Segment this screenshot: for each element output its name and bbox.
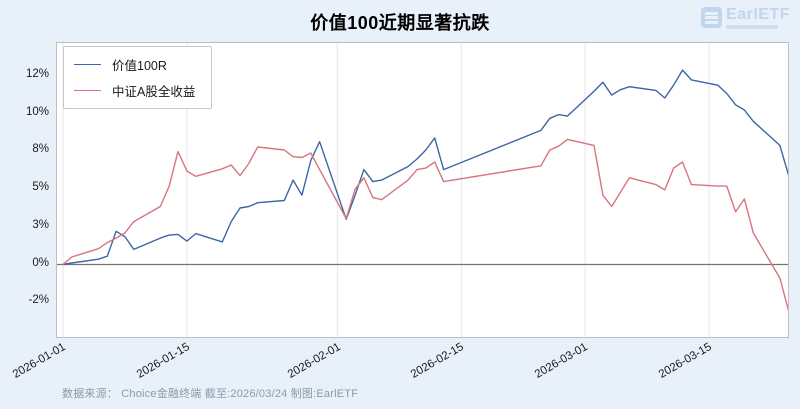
legend-item-value100r: 价值100R bbox=[74, 55, 195, 74]
y-axis-tick-label: 0% bbox=[32, 256, 49, 269]
x-axis-tick-label: 2026-02-15 bbox=[409, 341, 467, 381]
footer-source-note: 数据来源： Choice金融终端 截至:2026/03/24 制图:EarlET… bbox=[62, 388, 359, 400]
y-axis-tick-label: 5% bbox=[32, 181, 49, 194]
brand-logo: EarlETF bbox=[701, 7, 790, 29]
y-axis-tick-label: -2% bbox=[28, 294, 49, 307]
y-axis-tick-label: 12% bbox=[25, 68, 49, 81]
x-axis-tick-label: 2026-01-01 bbox=[11, 341, 68, 381]
brand-tagline bbox=[726, 25, 779, 29]
legend-item-csi-a: 中证A股全收益 bbox=[74, 81, 195, 100]
y-axis-tick-label: 8% bbox=[32, 143, 49, 156]
x-axis-tick-label: 2026-02-01 bbox=[285, 341, 343, 381]
brand-wordmark: EarlETF bbox=[726, 6, 790, 23]
page-title: 价值100近期显著抗跌 bbox=[310, 13, 490, 33]
earletf-icon bbox=[701, 7, 723, 28]
series-line-csi-a bbox=[62, 138, 788, 312]
x-axis-tick-label: 2026-01-15 bbox=[134, 341, 192, 381]
legend-label: 价值100R bbox=[112, 59, 167, 73]
x-axis-tick-label: 2026-03-01 bbox=[533, 341, 591, 381]
series-line-value100r bbox=[62, 69, 788, 266]
y-axis-tick-label: 3% bbox=[32, 218, 49, 231]
x-axis-tick-label: 2026-03-15 bbox=[657, 341, 715, 381]
legend-line-swatch bbox=[74, 64, 101, 65]
legend: 价值100R 中证A股全收益 bbox=[63, 46, 213, 109]
legend-label: 中证A股全收益 bbox=[112, 85, 196, 99]
y-axis-tick-label: 10% bbox=[25, 105, 49, 118]
legend-line-swatch bbox=[74, 90, 101, 91]
